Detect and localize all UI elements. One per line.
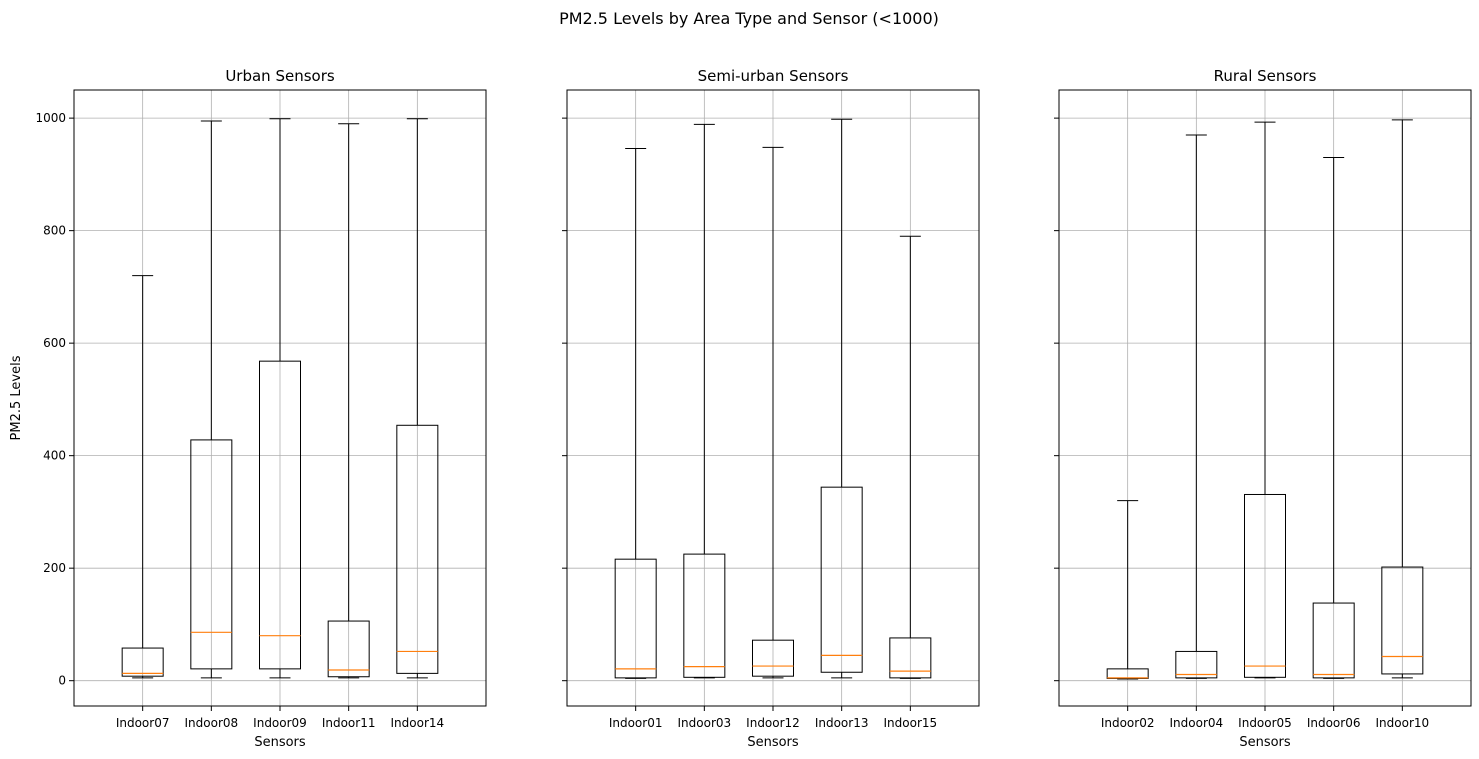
x-tick-label: Indoor06 [1307,716,1361,730]
x-tick-label: Indoor13 [815,716,869,730]
axes-frame [566,89,980,707]
y-tick-label: 1000 [35,111,66,125]
axes-frame [73,89,487,707]
subplots: 0 200 400 600 800 1000 Indoor07 Indoor08 Indoor0… [9,67,1472,750]
box-Indoor08 [190,120,233,679]
subplot-2: Indoor01 Indoor03 Indoor12 Indoor13 Indoor15… [562,67,980,750]
y-tick-label: 400 [43,449,66,463]
box-Indoor06 [1312,157,1355,679]
x-tick-label: Indoor03 [678,716,732,730]
x-tick-label: Indoor04 [1170,716,1224,730]
iqr-box [1312,602,1355,679]
box-Indoor13 [820,118,863,679]
x-tick-label: Indoor09 [253,716,307,730]
x-axis-label: Sensors [747,735,799,750]
x-tick-label: Indoor15 [884,716,938,730]
x-tick-label: Indoor01 [609,716,663,730]
box-Indoor05 [1244,121,1286,679]
box-Indoor11 [327,123,370,679]
figure-suptitle: PM2.5 Levels by Area Type and Sensor (<1… [559,9,939,28]
box-Indoor15 [889,235,932,679]
box-Indoor04 [1175,134,1218,679]
iqr-box [1175,650,1218,679]
x-axis-label: Sensors [1239,735,1291,750]
iqr-box [820,486,863,673]
iqr-box [752,639,794,677]
y-axis-label: PM2.5 Levels [9,355,24,440]
box-Indoor03 [683,123,726,679]
y-tick-label: 600 [43,336,66,350]
y-tick-label: 200 [43,561,66,575]
x-tick-label: Indoor08 [185,716,239,730]
x-tick-label: Indoor05 [1238,716,1292,730]
box-Indoor01 [614,148,657,679]
iqr-box [121,647,164,677]
iqr-box [259,360,301,670]
box-Indoor12 [752,146,794,679]
subplot-1: 0 200 400 600 800 1000 Indoor07 Indoor08 Indoor0… [9,67,487,750]
x-axis-label: Sensors [254,735,306,750]
box-Indoor14 [396,118,439,679]
iqr-box [683,553,726,678]
iqr-box [396,424,439,674]
subplot-title: Semi-urban Sensors [698,67,849,85]
y-tick-label: 800 [43,224,66,238]
iqr-box [327,620,370,678]
x-tick-label: Indoor10 [1376,716,1430,730]
x-tick-label: Indoor11 [322,716,376,730]
subplot-3: Indoor02 Indoor04 Indoor05 Indoor06 Indoor10… [1054,67,1472,750]
box-Indoor09 [259,118,301,679]
box-Indoor07 [121,275,164,679]
y-tick-label: 0 [58,674,66,688]
subplot-title: Rural Sensors [1214,67,1317,85]
x-tick-label: Indoor14 [391,716,445,730]
iqr-box [1244,493,1286,678]
iqr-box [614,558,657,679]
iqr-box [1381,566,1424,675]
box-Indoor10 [1381,119,1424,679]
x-tick-label: Indoor12 [746,716,800,730]
subplot-title: Urban Sensors [225,67,335,85]
box-Indoor02 [1106,500,1149,680]
x-tick-label: Indoor07 [116,716,170,730]
iqr-box [889,637,932,679]
x-tick-label: Indoor02 [1101,716,1155,730]
iqr-box [190,439,233,670]
axes-frame [1058,89,1472,707]
